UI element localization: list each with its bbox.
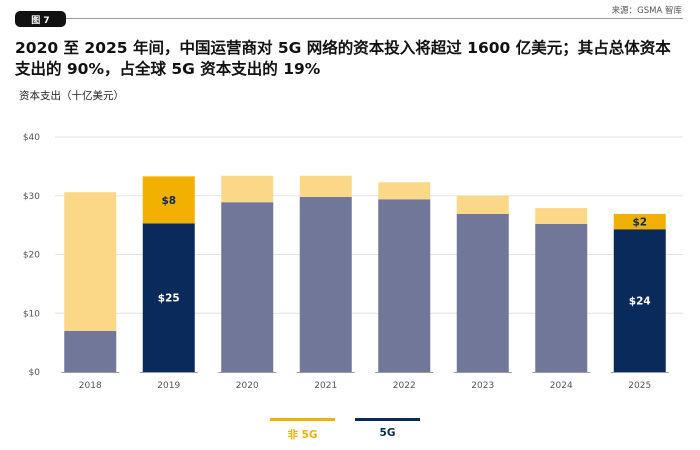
- bar-5g-2023: [456, 213, 509, 372]
- bar-5g-2022: [378, 199, 431, 372]
- chart-title: 2020 至 2025 年间，中国运营商对 5G 网络的资本投入将超过 1600…: [15, 38, 695, 80]
- bar-non-5g-2024: [535, 208, 588, 224]
- y-tick-label: $10: [23, 309, 40, 319]
- bar-5g-2025: [613, 229, 666, 372]
- data-label: $25: [158, 293, 180, 305]
- data-label: $24: [629, 296, 651, 308]
- legend-label-5g: 5G: [379, 427, 396, 439]
- figure-badge: 图 7: [15, 11, 66, 27]
- data-label: $8: [161, 195, 176, 207]
- legend-label-non-5g: 非 5G: [287, 429, 318, 441]
- figure-number: 图 7: [31, 15, 50, 26]
- x-tick-label: 2020: [236, 381, 259, 391]
- bar-non-5g-2018: [64, 192, 117, 331]
- y-axis-label: 资本支出（十亿美元）: [19, 90, 124, 102]
- x-tick-label: 2021: [314, 381, 337, 391]
- bar-non-5g-2022: [378, 182, 431, 200]
- bar-5g-2019: [142, 223, 195, 372]
- bar-non-5g-2019: [142, 176, 195, 224]
- x-tick-label: 2018: [79, 381, 102, 391]
- x-tick-label: 2025: [628, 381, 651, 391]
- y-tick-label: $0: [29, 368, 41, 378]
- y-tick-label: $30: [23, 192, 40, 202]
- legend-item-5g: 5G: [355, 418, 420, 439]
- bar-5g-2021: [299, 196, 352, 372]
- chart-title-line-1: 2020 至 2025 年间，中国运营商对 5G 网络的资本投入将超过 1600…: [15, 39, 671, 57]
- bar-non-5g-2020: [221, 175, 274, 203]
- y-tick-label: $20: [23, 251, 40, 261]
- legend-swatch-5g: [355, 418, 420, 421]
- header-rule: [60, 18, 683, 19]
- data-label: $2: [632, 217, 647, 229]
- bar-non-5g-2023: [456, 195, 509, 214]
- y-tick-label: $40: [23, 133, 40, 143]
- x-tick-label: 2023: [471, 381, 494, 391]
- bar-5g-2018: [64, 330, 117, 372]
- source-note: 来源：GSMA 智库: [611, 6, 682, 16]
- labels: $0 $10 $20 $30 $40 2018 2019 $25 $8 2020 2021 2022 2…: [23, 133, 651, 391]
- legend-swatch-non-5g: [270, 418, 335, 421]
- chart-title-line-2: 支出的 90%，占全球 5G 资本支出的 19%: [15, 60, 321, 78]
- bar-5g-2020: [221, 202, 274, 372]
- legend-item-non-5g: 非 5G: [270, 418, 335, 442]
- bars: [61, 175, 669, 373]
- x-tick-label: 2019: [157, 381, 180, 391]
- x-tick-label: 2024: [550, 381, 573, 391]
- bar-non-5g-2025: [613, 213, 666, 230]
- bar-non-5g-2021: [299, 175, 352, 197]
- x-tick-label: 2022: [393, 381, 416, 391]
- bar-5g-2024: [535, 223, 588, 372]
